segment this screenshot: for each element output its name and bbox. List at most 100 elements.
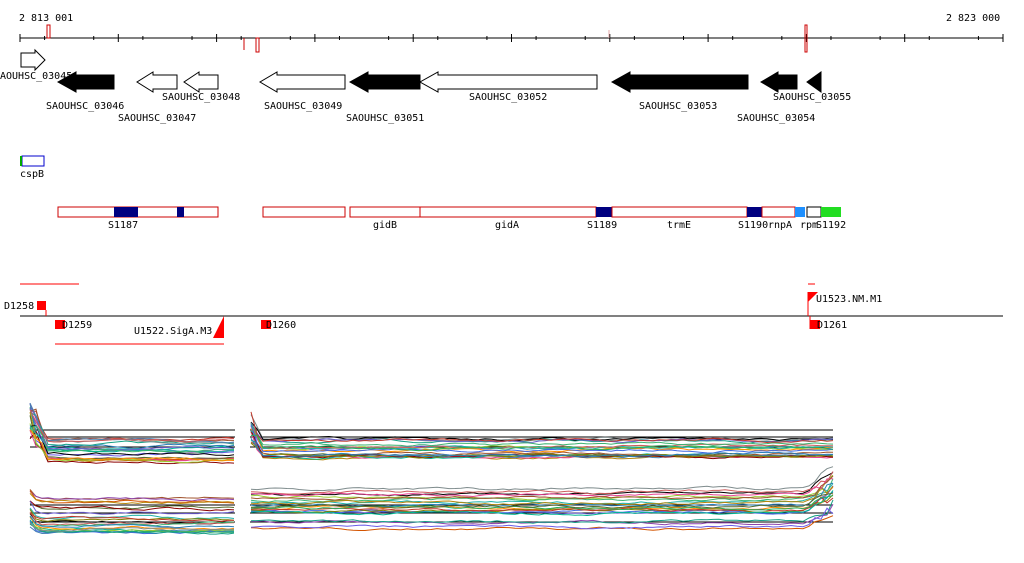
profile-curve — [29, 507, 235, 520]
profile-curve — [29, 490, 235, 504]
profile-curve — [29, 493, 235, 505]
segment-label-trmE: trmE — [667, 220, 691, 231]
profile-curve — [29, 515, 235, 529]
gene-SAOUHSC_03055[interactable] — [806, 71, 822, 93]
gene-label-03048: SAOUHSC_03048 — [162, 92, 240, 103]
element-label-U1522: U1522.SigA.M3 — [134, 326, 212, 337]
element-track: D1258 D1259 U1522.SigA.M3 D1260 U1523.NM… — [4, 283, 1003, 345]
profile-curve — [29, 402, 235, 444]
element-D1258[interactable] — [37, 301, 46, 310]
gene-label-03049: SAOUHSC_03049 — [264, 101, 342, 112]
segment-block-S1189 — [596, 207, 612, 217]
element-U1523-NM-M1[interactable] — [808, 292, 818, 302]
gene-SAOUHSC_03051[interactable] — [348, 71, 421, 93]
element-label-D1258: D1258 — [4, 301, 34, 312]
profile-curve — [250, 485, 834, 506]
profile-curve — [29, 515, 235, 527]
profile-curve — [250, 495, 834, 511]
gene-SAOUHSC_03053[interactable] — [610, 71, 749, 93]
segment-rnpA[interactable] — [761, 206, 796, 218]
coordinate-ruler — [19, 24, 1004, 53]
profile-curve — [29, 491, 235, 502]
segment-label-gidB: gidB — [373, 220, 397, 231]
profile-curve — [29, 424, 235, 457]
gene-label-03052: SAOUHSC_03052 — [469, 92, 547, 103]
gene-label-03047: SAOUHSC_03047 — [118, 113, 196, 124]
profile-curve — [250, 478, 834, 498]
profile-curve — [250, 507, 834, 530]
element-label-D1261: D1261 — [817, 320, 847, 331]
gene-SAOUHSC_03048[interactable] — [183, 71, 219, 93]
gene-track: AOUHSC_03045 SAOUHSC_03046 SAOUHSC_03047… — [0, 48, 851, 124]
profile-curve — [250, 496, 834, 512]
segment-label-rpm: rpm — [800, 220, 818, 231]
profile-curve — [29, 409, 235, 443]
gene-label-03053: SAOUHSC_03053 — [639, 101, 717, 112]
gene-SAOUHSC_03045[interactable] — [20, 48, 46, 72]
profile-curve — [250, 423, 834, 447]
profile-curve — [250, 515, 834, 531]
profile-curve — [29, 522, 235, 532]
segment-trmE[interactable] — [611, 206, 748, 218]
segment-block-S1190 — [747, 207, 762, 217]
gene-SAOUHSC_03052[interactable] — [418, 71, 598, 93]
segment-block — [114, 207, 138, 217]
profile-curve — [250, 475, 834, 501]
expression-profiles — [29, 402, 834, 535]
profile-curve — [29, 500, 235, 512]
element-D1259[interactable] — [55, 320, 65, 329]
ruler-end-label: 2 823 000 — [946, 13, 1001, 24]
profile-curve — [250, 438, 834, 458]
element-D1261[interactable] — [810, 320, 820, 329]
segment-label-rnpA: rnpA — [768, 220, 792, 231]
profile-curve — [29, 503, 235, 510]
segment-label-gidA: gidA — [495, 220, 519, 231]
profile-curve — [250, 421, 834, 442]
profile-curve — [250, 492, 834, 509]
profile-curve — [250, 491, 834, 515]
cspB-label: cspB — [20, 169, 44, 180]
segment-label-S1187: S1187 — [108, 220, 138, 231]
profile-curve — [29, 408, 235, 452]
gene-SAOUHSC_03049[interactable] — [259, 71, 346, 93]
segment-track: S1187 gidB gidA S1189 trmE S1190 rnpA rp… — [57, 206, 846, 231]
cspB-feature[interactable]: cspB — [20, 155, 45, 180]
profile-curve — [250, 490, 834, 517]
ruler-start-label: 2 813 001 — [19, 13, 74, 24]
profile-curve — [29, 430, 235, 465]
element-U1522-SigA-M3[interactable] — [213, 316, 224, 338]
profile-curve — [29, 516, 235, 531]
profile-curve — [250, 442, 834, 459]
profile-curve — [250, 466, 834, 492]
segment-rpm[interactable] — [806, 206, 822, 218]
profile-curve — [29, 523, 235, 535]
profile-curve — [29, 411, 235, 447]
segment-gidA[interactable] — [419, 206, 597, 218]
profile-curve — [250, 428, 834, 458]
gene-label-03046: SAOUHSC_03046 — [46, 101, 124, 112]
gene-label-03054: SAOUHSC_03054 — [737, 113, 815, 124]
segment-block-S1192 — [821, 207, 841, 217]
gene-SAOUHSC_03047[interactable] — [136, 71, 178, 93]
segment-label-S1192: S1192 — [816, 220, 846, 231]
profile-curve — [29, 423, 235, 464]
profile-curve — [29, 512, 235, 522]
profile-curve — [250, 471, 834, 495]
gene-label-03055: SAOUHSC_03055 — [773, 92, 851, 103]
gene-label-03051: SAOUHSC_03051 — [346, 113, 424, 124]
gene-SAOUHSC_03054[interactable] — [760, 71, 798, 93]
profile-curve — [29, 501, 235, 515]
element-D1260[interactable] — [261, 320, 271, 329]
gene-SAOUHSC_03046[interactable] — [56, 71, 115, 93]
segment-block-rnpA — [795, 207, 805, 217]
segment-gidB[interactable] — [349, 206, 421, 218]
profile-curve — [250, 424, 834, 454]
profile-curve — [250, 474, 834, 501]
profile-curve — [29, 425, 235, 453]
profile-curve — [250, 499, 834, 524]
profile-curve — [250, 434, 834, 452]
segment-unnamed[interactable] — [262, 206, 346, 218]
element-label-D1260: D1260 — [266, 320, 296, 331]
